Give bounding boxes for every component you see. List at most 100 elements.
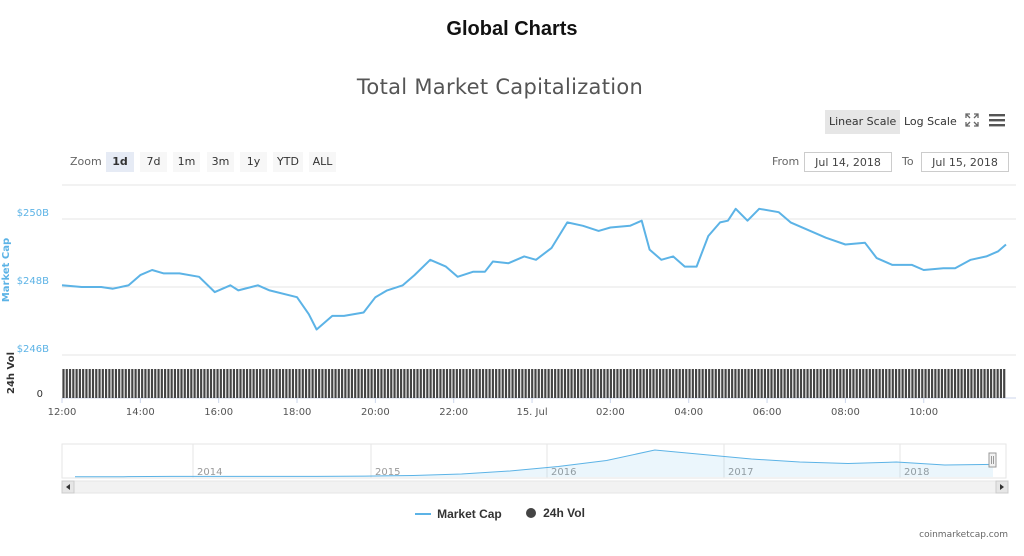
volume-bar	[622, 369, 626, 398]
volume-bar	[872, 369, 875, 398]
navigator-handle[interactable]	[988, 452, 997, 468]
y-axis-title: Market Cap	[1, 238, 12, 302]
volume-bar	[363, 369, 367, 398]
volume-bar	[141, 369, 144, 398]
volume-bar	[75, 369, 78, 398]
volume-bar	[321, 369, 324, 398]
volume-bar	[449, 369, 452, 398]
volume-bar	[311, 369, 314, 398]
volume-bar	[445, 369, 449, 398]
volume-bar	[557, 369, 560, 398]
volume-bar	[186, 369, 190, 398]
volume-bar	[980, 369, 983, 398]
x-tick-label: 06:00	[753, 407, 782, 418]
volume-bar	[268, 369, 272, 398]
volume-bar	[678, 369, 681, 398]
volume-bar	[154, 369, 157, 398]
volume-bar	[773, 369, 776, 398]
volume-bar	[940, 369, 944, 398]
volume-bar	[990, 369, 993, 398]
legend: Market Cap 24h Vol	[0, 506, 1000, 522]
x-tick-label: 15. Jul	[516, 407, 547, 418]
volume-bar	[747, 369, 750, 398]
volume-bar	[272, 369, 275, 398]
volume-bar	[767, 369, 770, 398]
volume-bar	[98, 369, 101, 398]
scrollbar-track[interactable]	[61, 480, 1009, 494]
volume-bar	[91, 369, 95, 398]
volume-bar	[167, 369, 170, 398]
volume-bar	[341, 369, 344, 398]
volume-bar	[426, 369, 429, 398]
volume-bar	[829, 369, 832, 398]
volume-bar	[904, 369, 907, 398]
volume-bar	[108, 369, 111, 398]
zoom-button-ytd[interactable]: YTD	[273, 152, 303, 172]
volume-bar	[331, 369, 334, 398]
zoom-button-1m[interactable]: 1m	[173, 152, 200, 172]
volume-bar	[386, 369, 390, 398]
volume-bar	[645, 369, 649, 398]
fullscreen-icon[interactable]	[964, 112, 980, 133]
volume-bar	[403, 369, 406, 398]
volume-bar	[668, 369, 671, 398]
volume-bar	[409, 369, 413, 398]
volume-bar	[278, 369, 281, 398]
to-date-input[interactable]: Jul 15, 2018	[921, 152, 1009, 172]
volume-bar	[216, 369, 219, 398]
volume-bar	[704, 369, 708, 398]
volume-bar	[183, 369, 186, 398]
volume-bar	[259, 369, 262, 398]
menu-icon[interactable]	[988, 112, 1006, 133]
volume-bar	[324, 369, 327, 398]
volume-bar	[478, 369, 481, 398]
volume-bar	[970, 369, 973, 398]
volume-bar	[780, 369, 783, 398]
volume-bar	[973, 369, 976, 398]
volume-bar	[1003, 369, 1006, 398]
volume-bar	[816, 369, 819, 398]
zoom-button-7d[interactable]: 7d	[140, 152, 167, 172]
volume-bar	[698, 369, 701, 398]
volume-bar	[842, 369, 845, 398]
volume-bar	[708, 369, 711, 398]
volume-bar	[881, 369, 885, 398]
credit-text: coinmarketcap.com	[919, 530, 1008, 540]
linear-scale-button[interactable]: Linear Scale	[825, 110, 901, 134]
navigator-line	[75, 449, 994, 478]
zoom-button-all[interactable]: ALL	[309, 152, 336, 172]
zoom-button-1y[interactable]: 1y	[240, 152, 267, 172]
volume-bar	[547, 369, 550, 398]
volume-bar	[229, 369, 232, 398]
volume-bar	[95, 369, 98, 398]
volume-bar	[996, 369, 999, 398]
zoom-button-1d[interactable]: 1d	[106, 152, 134, 172]
volume-bar	[563, 369, 567, 398]
navigator-year-label: 2016	[551, 467, 576, 478]
legend-24h-vol[interactable]: 24h Vol	[525, 506, 585, 520]
volume-bar	[783, 369, 786, 398]
volume-bar	[255, 369, 258, 398]
volume-bar	[567, 369, 570, 398]
legend-market-cap[interactable]: Market Cap	[415, 507, 502, 521]
from-date-input[interactable]: Jul 14, 2018	[804, 152, 892, 172]
volume-bar	[999, 369, 1003, 398]
log-scale-button[interactable]: Log Scale	[904, 115, 957, 128]
volume-bar	[436, 369, 439, 398]
zoom-button-3m[interactable]: 3m	[207, 152, 234, 172]
volume-bar	[439, 369, 442, 398]
volume-bar	[888, 369, 891, 398]
volume-bar	[452, 369, 455, 398]
y-tick-label: $250B	[17, 208, 49, 219]
volume-bar	[265, 369, 268, 398]
volume-bar	[727, 369, 730, 398]
volume-bar	[173, 369, 177, 398]
volume-bar	[327, 369, 331, 398]
volume-bar	[731, 369, 734, 398]
volume-bar	[878, 369, 881, 398]
volume-bar	[531, 369, 534, 398]
volume-bar	[114, 369, 118, 398]
volume-bar	[596, 369, 599, 398]
volume-bar	[554, 369, 557, 398]
volume-bar	[826, 369, 829, 398]
